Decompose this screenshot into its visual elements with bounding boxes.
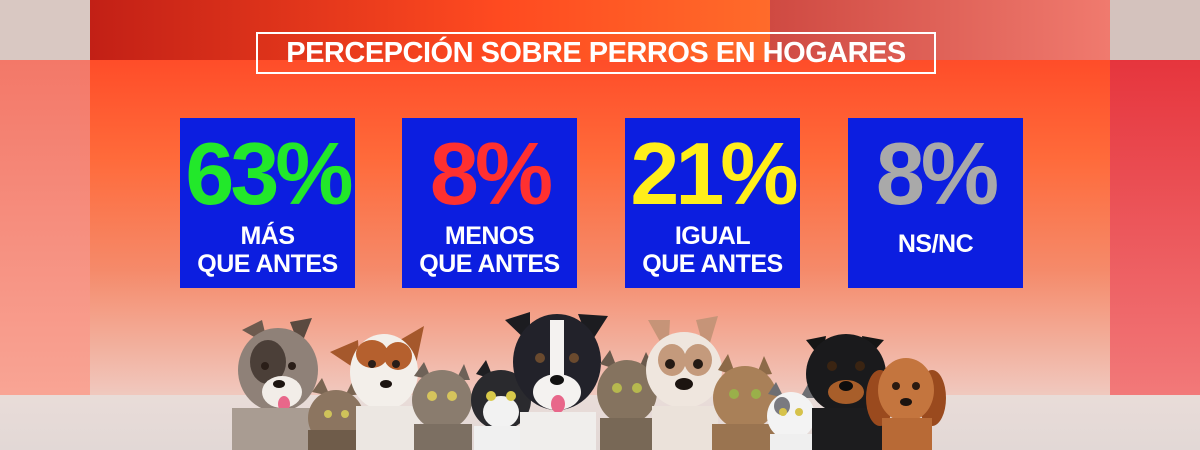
stat-label: MENOS QUE ANTES [419,222,560,278]
pets-photo [232,312,946,450]
background-block [1110,0,1200,60]
cat-icon [767,382,815,450]
background-block [770,0,1110,60]
dog-icon [330,326,424,450]
cat-icon [712,354,777,450]
dog-icon [866,358,946,450]
background-block [0,0,90,60]
cat-icon [412,362,472,450]
stat-label: IGUAL QUE ANTES [642,222,783,278]
cat-icon [597,350,657,450]
background-block [0,60,90,400]
stat-label: MÁS QUE ANTES [197,222,338,278]
dog-icon [232,318,322,450]
page-title: PERCEPCIÓN SOBRE PERROS EN HOGARES [286,36,906,69]
stat-box-mas: 63% MÁS QUE ANTES [180,118,355,288]
stat-value: 8% [875,124,999,223]
stat-value: 8% [429,124,553,223]
background-block [90,0,770,60]
title-box: PERCEPCIÓN SOBRE PERROS EN HOGARES [256,32,936,74]
stat-label: NS/NC [897,230,974,258]
stat-box-igual: 21% IGUAL QUE ANTES [625,118,800,288]
stat-box-nsnc: 8% NS/NC [848,118,1023,288]
dog-icon [646,316,722,450]
background-block [1110,60,1200,400]
stat-value: 21% [630,124,798,223]
dog-icon [505,312,608,450]
stat-box-menos: 8% MENOS QUE ANTES [402,118,577,288]
stat-value: 63% [185,124,353,223]
